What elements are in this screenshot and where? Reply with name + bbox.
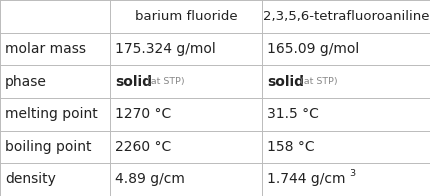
Text: boiling point: boiling point	[5, 140, 92, 154]
Text: 3: 3	[349, 169, 355, 178]
Text: 1.744 g/cm: 1.744 g/cm	[267, 172, 346, 186]
Text: barium fluoride: barium fluoride	[135, 10, 237, 23]
Text: solid: solid	[115, 75, 152, 89]
Text: (at STP): (at STP)	[300, 77, 337, 86]
Text: (at STP): (at STP)	[147, 77, 185, 86]
Text: density: density	[5, 172, 56, 186]
Text: 2260 °C: 2260 °C	[115, 140, 171, 154]
Text: solid: solid	[267, 75, 304, 89]
Text: 158 °C: 158 °C	[267, 140, 315, 154]
Text: 175.324 g/mol: 175.324 g/mol	[115, 42, 215, 56]
Text: melting point: melting point	[5, 107, 98, 121]
Text: molar mass: molar mass	[5, 42, 86, 56]
Text: 31.5 °C: 31.5 °C	[267, 107, 319, 121]
Text: phase: phase	[5, 75, 47, 89]
Text: 1270 °C: 1270 °C	[115, 107, 171, 121]
Text: 2,3,5,6-tetrafluoroaniline: 2,3,5,6-tetrafluoroaniline	[263, 10, 430, 23]
Text: 4.89 g/cm: 4.89 g/cm	[115, 172, 185, 186]
Text: 165.09 g/mol: 165.09 g/mol	[267, 42, 360, 56]
